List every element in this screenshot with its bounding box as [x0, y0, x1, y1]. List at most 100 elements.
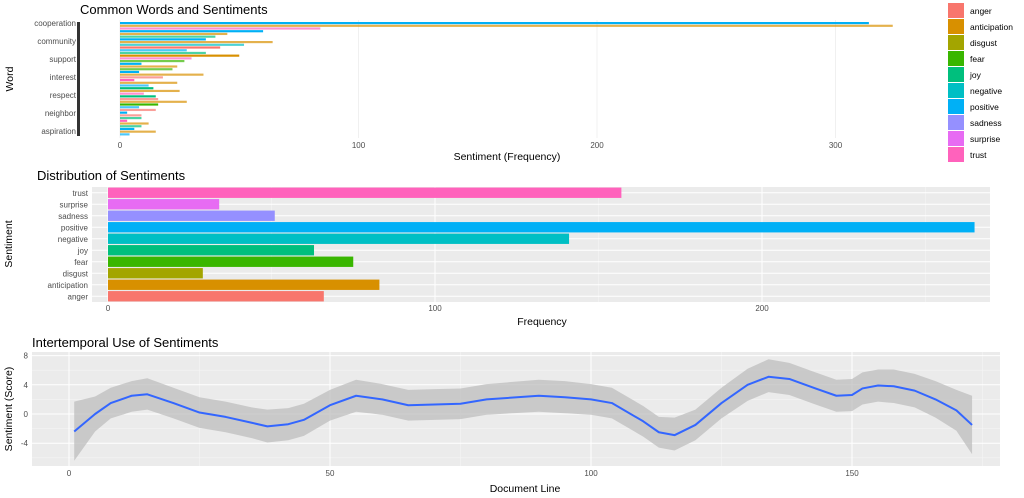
y-tick-label: fear — [74, 258, 88, 267]
legend-swatch-trust — [948, 147, 964, 162]
y-tick-label: sadness — [58, 212, 88, 221]
y-tick-label: 0 — [24, 410, 29, 419]
y-tick-label: joy — [77, 246, 88, 255]
x-tick-label: 100 — [584, 469, 598, 478]
bar-joy — [108, 245, 315, 256]
legend-swatch-disgust — [948, 35, 964, 50]
y-tick-label: negative — [58, 235, 89, 244]
legend-label-anger: anger — [970, 6, 992, 16]
y-tick-label: cooperation — [34, 19, 76, 28]
bar-anger — [120, 76, 163, 79]
bar-trust — [120, 79, 135, 82]
bar-joy — [120, 95, 156, 98]
chart2-xlabel: Frequency — [517, 316, 567, 328]
bar-anger — [120, 114, 142, 117]
common-words-chart: Common Words and Sentiments 0 100 200 300 co… — [4, 2, 1013, 163]
bar-anticipation — [120, 73, 204, 76]
x-tick-label: 0 — [106, 304, 111, 313]
legend-swatch-sadness — [948, 115, 964, 130]
y-tick-label: anger — [68, 292, 89, 301]
legend-label-disgust: disgust — [970, 38, 998, 48]
bar-joy — [120, 125, 142, 128]
x-tick-label: 200 — [590, 141, 604, 150]
y-tick-label: anticipation — [48, 281, 88, 290]
y-tick-label: positive — [61, 223, 89, 232]
bar-anticipation — [120, 81, 178, 84]
legend-label-trust: trust — [970, 150, 987, 160]
bar-anticipation — [120, 32, 228, 36]
x-tick-label: 50 — [326, 469, 335, 478]
bar-positive — [108, 222, 975, 233]
bar-disgust — [108, 268, 203, 279]
bar-positive — [120, 111, 128, 114]
y-tick-label: interest — [50, 73, 77, 82]
bar-fear — [120, 103, 159, 106]
y-tick-label: neighbor — [45, 109, 76, 118]
chart1-ylabel: Word — [4, 66, 16, 91]
legend-swatch-joy — [948, 67, 964, 82]
x-tick-label: 200 — [755, 304, 769, 313]
x-tick-label: 100 — [428, 304, 442, 313]
bar-anticipation — [120, 41, 273, 44]
legend-label-joy: joy — [969, 70, 982, 80]
y-tick-label: trust — [72, 189, 88, 198]
bar-positive — [120, 70, 140, 74]
intertemporal-chart: Intertemporal Use of Sentiments -4 0 4 8 0 50… — [3, 335, 1000, 495]
legend-swatch-positive — [948, 99, 964, 114]
legend-label-sadness: sadness — [970, 118, 1002, 128]
bar-trust — [120, 92, 144, 95]
x-tick-label: 150 — [845, 469, 859, 478]
distribution-chart: Distribution of Sentiments 0 100 200 anger a… — [3, 168, 990, 328]
y-tick-label: disgust — [63, 269, 89, 278]
chart3-title: Intertemporal Use of Sentiments — [32, 335, 219, 350]
y-tick-label: aspiration — [41, 127, 76, 136]
bar-positive — [120, 62, 142, 65]
bar-anticipation — [120, 65, 178, 68]
y-tick-label: -4 — [21, 439, 29, 448]
chart3-ylabel: Sentiment (Score) — [3, 367, 15, 452]
bar-joy — [120, 35, 216, 38]
y-tick-label: community — [37, 37, 76, 46]
x-tick-label: 0 — [118, 141, 123, 150]
bar-fear — [120, 68, 173, 71]
bar-anticipation — [120, 89, 180, 93]
bar-trust — [120, 57, 192, 60]
bar-anger — [120, 46, 221, 49]
legend-swatch-surprise — [948, 131, 964, 146]
y-tick-label: surprise — [60, 200, 89, 209]
y-tick-label: support — [49, 55, 76, 64]
legend-swatch-fear — [948, 51, 964, 66]
bar-anticipation — [120, 24, 893, 27]
y-tick-label: 8 — [24, 352, 29, 361]
legend-swatch-negative — [948, 83, 964, 98]
chart2-title: Distribution of Sentiments — [37, 168, 186, 183]
y-tick-marks — [77, 22, 80, 136]
chart1-title: Common Words and Sentiments — [80, 2, 268, 17]
legend-label-negative: negative — [970, 86, 1002, 96]
bar-anticipation — [120, 100, 187, 103]
chart2-ylabel: Sentiment — [3, 220, 15, 267]
bar-anticipation — [120, 130, 156, 133]
bar-trust — [120, 119, 128, 122]
panel — [80, 20, 940, 138]
bar-joy — [120, 87, 154, 90]
x-tick-label: 100 — [352, 141, 366, 150]
bar-trust — [108, 187, 622, 198]
bar-anticipation — [108, 279, 380, 290]
chart3-xlabel: Document Line — [490, 483, 561, 495]
smooth-line — [73, 375, 973, 437]
bar-anger — [120, 108, 156, 112]
bar-fear — [120, 60, 185, 63]
x-tick-label: 0 — [67, 469, 72, 478]
bar-joy — [120, 117, 142, 120]
bar-trust — [120, 27, 321, 30]
bar-negative — [108, 233, 570, 244]
bar-fear — [108, 256, 354, 267]
bar-anger — [108, 291, 324, 302]
y-tick-label: 4 — [24, 381, 29, 390]
legend-label-fear: fear — [970, 54, 985, 64]
legend-swatch-anger — [948, 3, 964, 18]
bar-positive — [120, 127, 135, 131]
chart1-xlabel: Sentiment (Frequency) — [454, 151, 561, 163]
